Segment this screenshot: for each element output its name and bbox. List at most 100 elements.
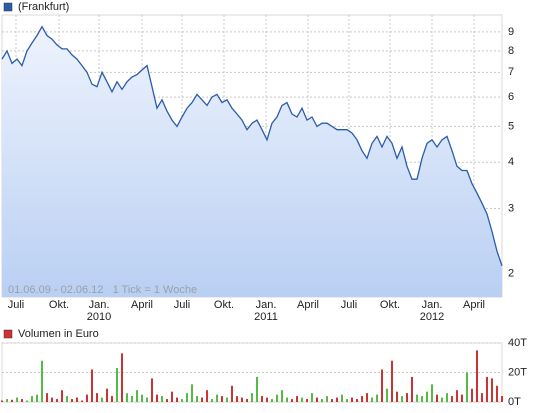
volume-bar bbox=[126, 393, 128, 402]
volume-bar bbox=[481, 393, 483, 402]
volume-bar bbox=[366, 393, 368, 402]
volume-bar bbox=[51, 397, 53, 402]
volume-bar bbox=[431, 384, 433, 402]
volume-bar bbox=[16, 397, 18, 402]
volume-bar bbox=[296, 396, 298, 402]
volume-bar bbox=[216, 394, 218, 402]
x-tick-label: Jan. bbox=[89, 299, 110, 311]
volume-bar bbox=[221, 396, 223, 402]
volume-bar bbox=[61, 390, 63, 402]
volume-bar bbox=[31, 396, 33, 402]
volume-bar bbox=[486, 376, 488, 402]
volume-bar bbox=[471, 388, 473, 402]
y-tick-label: 20T bbox=[508, 366, 527, 378]
x-tick-label: Juli bbox=[8, 299, 25, 311]
x-tick-label: Okt. bbox=[49, 299, 69, 311]
volume-bar bbox=[136, 390, 138, 402]
volume-bar bbox=[386, 388, 388, 402]
volume-bar bbox=[371, 397, 373, 402]
volume-bar bbox=[11, 399, 13, 402]
y-tick-label: 9 bbox=[508, 26, 514, 38]
x-tick-label: April bbox=[297, 299, 319, 311]
volume-bar bbox=[441, 397, 443, 402]
volume-bar bbox=[346, 399, 348, 402]
volume-bar bbox=[231, 385, 233, 402]
volume-bar bbox=[381, 369, 383, 402]
volume-bar bbox=[81, 400, 83, 402]
volume-bar bbox=[206, 390, 208, 402]
volume-bar bbox=[351, 397, 353, 402]
note: 01.06.09 - 02.06.12 1 Tick = 1 Woche bbox=[8, 284, 197, 296]
year-label: 2011 bbox=[254, 311, 278, 323]
volume-bar bbox=[326, 396, 328, 402]
x-tick-label: Juli bbox=[174, 299, 191, 311]
legend-label: Volumen in Euro bbox=[18, 328, 99, 340]
volume-bar bbox=[121, 353, 123, 402]
volume-bar bbox=[266, 397, 268, 402]
volume-bar bbox=[336, 397, 338, 402]
volume-bar bbox=[361, 396, 363, 402]
volume-bar bbox=[66, 396, 68, 402]
volume-bar bbox=[6, 399, 8, 402]
y-tick-label: 40T bbox=[508, 337, 527, 349]
volume-bar bbox=[301, 397, 303, 402]
volume-bar bbox=[286, 397, 288, 402]
volume-bar bbox=[306, 399, 308, 402]
x-tick-label: Jan. bbox=[256, 299, 277, 311]
volume-bar bbox=[406, 393, 408, 402]
volume-bar bbox=[146, 397, 148, 402]
volume-bar bbox=[91, 369, 93, 402]
volume-bar bbox=[201, 397, 203, 402]
x-tick-label: April bbox=[131, 299, 153, 311]
volume-bar bbox=[311, 393, 313, 402]
y-tick-label: 8 bbox=[508, 45, 514, 57]
volume-bar bbox=[376, 394, 378, 402]
volume-bar bbox=[426, 391, 428, 402]
volume-bar bbox=[211, 399, 213, 402]
volume-bar bbox=[356, 399, 358, 402]
legend-label: (Frankfurt) bbox=[18, 1, 69, 13]
volume-bar bbox=[71, 399, 73, 402]
y-tick-label: 2 bbox=[508, 268, 514, 280]
year-label: 2012 bbox=[420, 311, 444, 323]
legend-swatch bbox=[3, 2, 13, 12]
volume-bar bbox=[41, 360, 43, 402]
volume-bar bbox=[291, 399, 293, 402]
volume-bar bbox=[401, 396, 403, 402]
x-tick-label: Juli bbox=[341, 299, 358, 311]
volume-bar bbox=[106, 388, 108, 402]
volume-bar bbox=[166, 399, 168, 402]
volume-bar bbox=[101, 397, 103, 402]
volume-bar bbox=[36, 394, 38, 402]
volume-bar bbox=[396, 391, 398, 402]
volume-bar bbox=[26, 400, 28, 402]
year-label: 2010 bbox=[87, 311, 111, 323]
volume-bar bbox=[1, 400, 3, 402]
volume-bar bbox=[246, 399, 248, 402]
price-area bbox=[2, 26, 502, 297]
volume-bar bbox=[176, 397, 178, 402]
x-tick-label: Okt. bbox=[214, 299, 234, 311]
volume-bar bbox=[241, 397, 243, 402]
x-tick-label: April bbox=[463, 299, 485, 311]
volume-bar bbox=[196, 396, 198, 402]
volume-bar bbox=[256, 376, 258, 402]
volume-bar bbox=[86, 394, 88, 402]
volume-bar bbox=[501, 396, 503, 402]
y-tick-label: 7 bbox=[508, 66, 514, 78]
x-tick-label: Jan. bbox=[422, 299, 443, 311]
volume-bar bbox=[316, 397, 318, 402]
volume-bar bbox=[416, 394, 418, 402]
volume-bar bbox=[236, 396, 238, 402]
volume-bar bbox=[171, 391, 173, 402]
volume-bar bbox=[276, 394, 278, 402]
volume-bar bbox=[476, 350, 478, 402]
volume-bar bbox=[466, 372, 468, 402]
volume-bar bbox=[456, 390, 458, 402]
volume-bar bbox=[181, 399, 183, 402]
volume-bar bbox=[341, 394, 343, 402]
volume-bar bbox=[411, 376, 413, 402]
price-line bbox=[1, 25, 503, 267]
volume-bar bbox=[251, 393, 253, 402]
